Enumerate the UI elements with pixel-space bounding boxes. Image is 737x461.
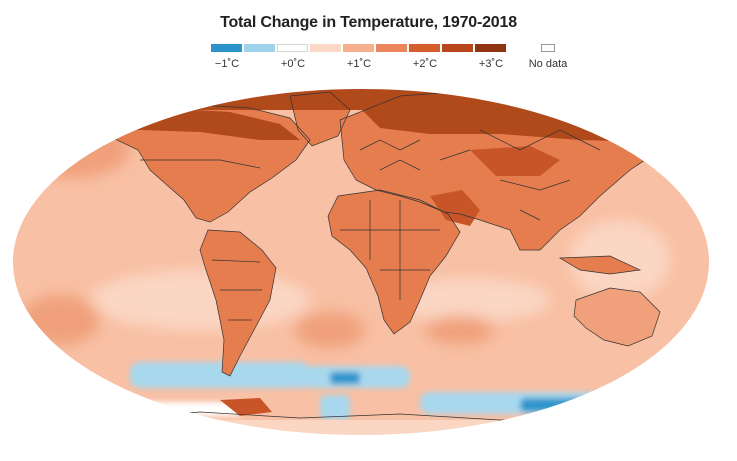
legend-no-data-label: No data	[528, 58, 568, 70]
map-title: Total Change in Temperature, 1970-2018	[220, 14, 517, 31]
legend-swatch-plus-1-5	[376, 44, 407, 52]
africa-coast	[327, 189, 461, 335]
us-canada-border	[140, 159, 261, 169]
antarctic-peninsula-warming	[220, 398, 272, 416]
central-asia-warming	[470, 146, 560, 176]
legend-swatches	[211, 44, 508, 52]
legend-swatch-plus-2	[409, 44, 440, 52]
australia-coast	[573, 287, 661, 347]
west-pacific-pale-patch	[570, 220, 670, 300]
southern-ocean-cool-band-west	[130, 362, 310, 388]
europe-borders	[359, 139, 471, 171]
legend-tick-zero: +0˚C	[280, 58, 306, 70]
indian-pale-patch	[390, 278, 550, 322]
legend-tick-plus-2: +2˚C	[412, 58, 438, 70]
pacific-pale-patch	[90, 270, 310, 330]
south-america-borders	[211, 259, 262, 321]
legend-no-data-swatch	[541, 44, 555, 52]
legend-swatch-plus-2-5	[442, 44, 473, 52]
legend-tick-plus-1: +1˚C	[346, 58, 372, 70]
africa-borders	[340, 200, 440, 300]
legend-swatch-half	[310, 44, 341, 52]
legend-tick-plus-3: +3˚C	[478, 58, 504, 70]
globe-outline	[11, 87, 711, 437]
legend-swatch-minus-half	[244, 44, 275, 52]
australia-warming	[574, 288, 660, 346]
legend-swatch-minus-1	[211, 44, 242, 52]
weddell-cool-patch	[320, 395, 350, 420]
asia-borders	[479, 129, 601, 221]
africa-warming	[328, 190, 460, 334]
legend-swatch-zero	[277, 44, 308, 52]
greenland-coast	[289, 91, 351, 147]
legend-swatch-plus-3	[475, 44, 506, 52]
south-atlantic-warm-patch	[295, 312, 365, 348]
antarctica-edge	[12, 420, 710, 436]
legend-swatch-plus-1	[343, 44, 374, 52]
arctic-band	[12, 88, 710, 110]
legend-tick-minus-1: −1˚C	[214, 58, 240, 70]
indian-warm-patch	[425, 316, 495, 344]
indonesia-coast	[558, 255, 642, 275]
map-globe	[12, 88, 710, 436]
indonesia-warming	[560, 256, 640, 274]
arabia-warming	[430, 190, 480, 226]
atlantic-cold-patch	[330, 372, 360, 384]
north-america-coast	[91, 104, 311, 223]
south-america-warming	[200, 230, 276, 376]
south-america-coast	[199, 229, 277, 377]
north-pacific-warm-patch	[12, 122, 130, 178]
